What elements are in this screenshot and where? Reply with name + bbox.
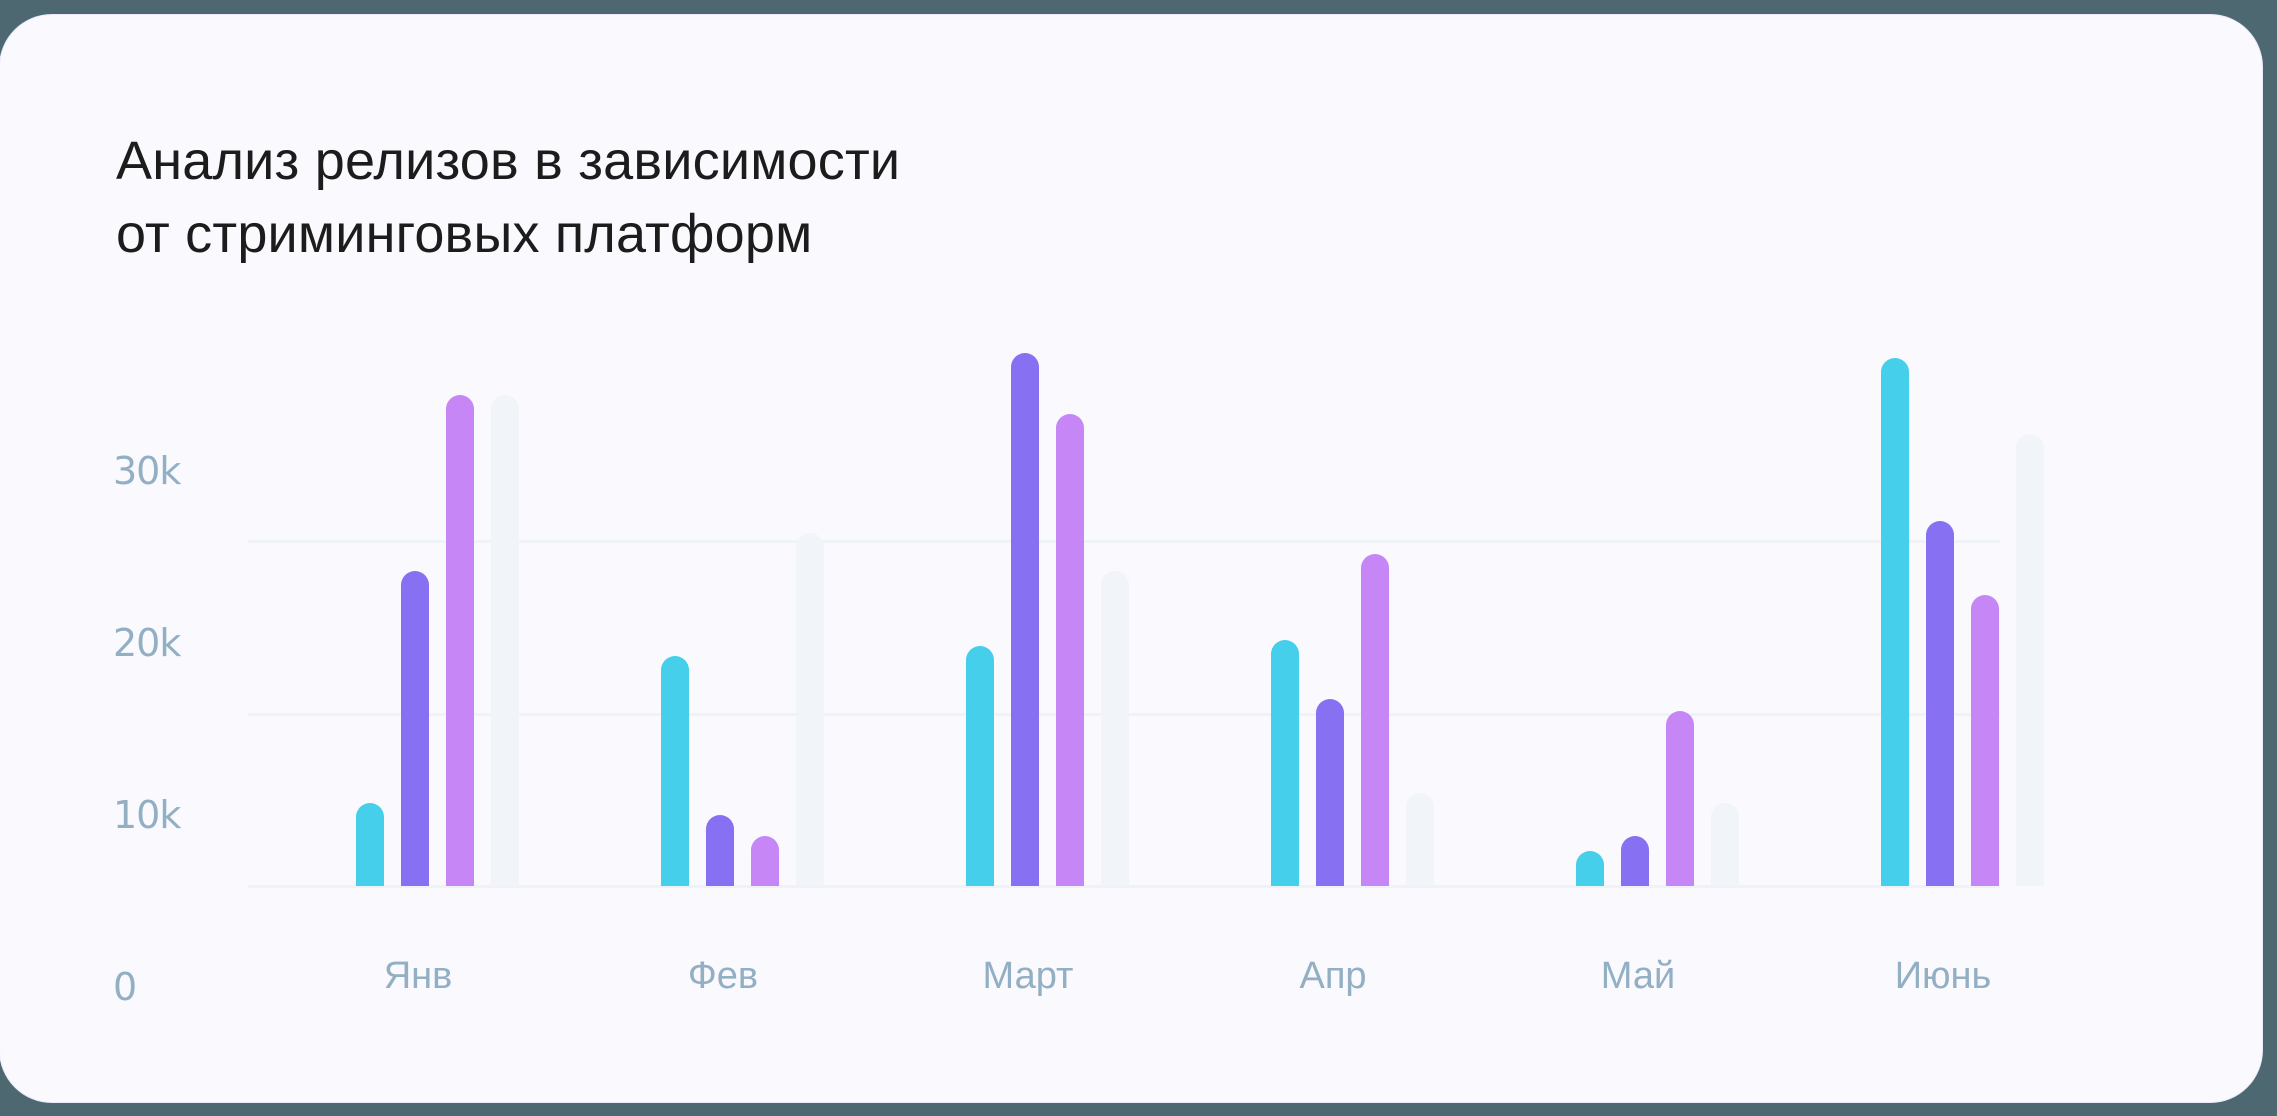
- chart-title-line-1: Анализ релизов в зависимости: [116, 131, 901, 191]
- bar-Янв-series-2: [401, 571, 429, 886]
- bar-Март-series-2: [1011, 353, 1039, 886]
- bar-Янв-series-4: [491, 395, 519, 886]
- chart-title: Анализ релизов в зависимости от стриминг…: [116, 125, 900, 271]
- x-category-label: Июнь: [1894, 955, 1992, 997]
- bar-Март-series-3: [1056, 414, 1084, 886]
- bar-Март-series-1: [966, 646, 994, 886]
- bar-Май-series-4: [1711, 803, 1739, 886]
- bar-Фев-series-4: [796, 533, 824, 886]
- y-tick-label: 0: [113, 965, 137, 1009]
- bar-Фев-series-2: [706, 815, 734, 886]
- x-category-label: Янв: [383, 955, 453, 997]
- bar-Фев-series-3: [751, 836, 779, 886]
- bar-Июнь-series-4: [2016, 434, 2044, 886]
- chart-title-line-2: от стриминговых платформ: [116, 204, 813, 264]
- y-tick-label: 20k: [113, 621, 181, 665]
- bar-Апр-series-2: [1316, 699, 1344, 886]
- bar-Май-series-3: [1666, 711, 1694, 886]
- bar-Янв-series-1: [356, 803, 384, 886]
- bar-Июнь-series-1: [1881, 358, 1909, 886]
- bar-Апр-series-3: [1361, 554, 1389, 886]
- bar-Май-series-1: [1576, 851, 1604, 886]
- bar-Янв-series-3: [446, 395, 474, 886]
- y-tick-label: 10k: [113, 793, 181, 837]
- bar-Май-series-2: [1621, 836, 1649, 886]
- x-category-label: Май: [1600, 955, 1676, 997]
- bar-Июнь-series-3: [1971, 595, 1999, 886]
- bar-Апр-series-4: [1406, 793, 1434, 886]
- bar-Март-series-4: [1101, 571, 1129, 886]
- bar-Июнь-series-2: [1926, 521, 1954, 886]
- chart-card: Анализ релизов в зависимости от стриминг…: [0, 15, 2262, 1102]
- x-category-label: Март: [982, 955, 1074, 997]
- gridline: [248, 540, 2000, 543]
- y-tick-label: 30k: [113, 449, 181, 493]
- bar-Фев-series-1: [661, 656, 689, 886]
- bar-Апр-series-1: [1271, 640, 1299, 886]
- x-category-label: Апр: [1299, 955, 1367, 997]
- x-category-label: Фев: [687, 955, 759, 997]
- baseline: [248, 885, 2000, 888]
